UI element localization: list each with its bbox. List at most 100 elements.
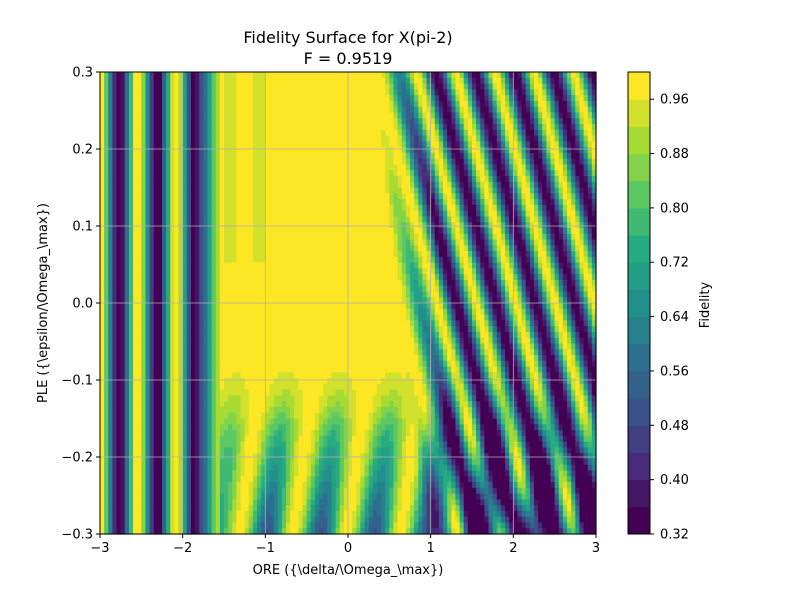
heatmap-cell <box>273 233 279 241</box>
heatmap-cell <box>298 349 304 356</box>
heatmap-cell <box>310 516 316 524</box>
heatmap-cell <box>335 95 341 102</box>
heatmap-cell <box>310 522 316 529</box>
heatmap-cell <box>236 152 242 160</box>
heatmap-cell <box>236 251 242 258</box>
heatmap-cell <box>104 256 109 264</box>
heatmap-cell <box>145 424 151 431</box>
heatmap-cell <box>319 303 324 310</box>
heatmap-cell <box>145 360 151 368</box>
heatmap-cell <box>215 447 221 454</box>
heatmap-cell <box>335 435 341 443</box>
heatmap-cell <box>269 401 275 408</box>
heatmap-cell <box>100 406 105 414</box>
heatmap-cell <box>277 331 283 339</box>
heatmap-cell <box>224 424 229 431</box>
heatmap-cell <box>348 291 353 298</box>
heatmap-cell <box>244 141 250 148</box>
heatmap-cell <box>137 77 142 85</box>
heatmap-cell <box>277 441 283 448</box>
heatmap-cell <box>124 199 130 206</box>
heatmap-cell <box>195 354 200 362</box>
heatmap-cell <box>178 268 184 275</box>
heatmap-cell <box>182 458 188 466</box>
heatmap-cell <box>174 181 180 189</box>
heatmap-cell <box>120 123 126 131</box>
heatmap-cell <box>319 499 324 506</box>
heatmap-cell <box>294 210 299 217</box>
heatmap-cell <box>248 354 254 362</box>
heatmap-cell <box>352 505 357 512</box>
heatmap-cell <box>335 227 341 235</box>
heatmap-cell <box>116 447 122 454</box>
heatmap-cell <box>170 493 175 500</box>
heatmap-cell <box>203 528 209 535</box>
heatmap-cell <box>104 77 109 85</box>
heatmap-cell <box>331 164 337 171</box>
heatmap-cell <box>339 493 345 500</box>
heatmap-cell <box>182 112 188 119</box>
heatmap-cell <box>323 297 328 304</box>
heatmap-cell <box>207 141 213 148</box>
heatmap-cell <box>128 175 134 183</box>
heatmap-cell <box>310 505 316 512</box>
heatmap-cell <box>302 522 308 529</box>
heatmap-cell <box>190 239 196 246</box>
heatmap-cell <box>182 268 188 275</box>
heatmap-cell <box>244 482 250 489</box>
heatmap-cell <box>298 401 304 408</box>
heatmap-cell <box>290 233 295 241</box>
heatmap-cell <box>219 308 225 316</box>
heatmap-cell <box>145 100 151 108</box>
heatmap-cell <box>240 135 246 142</box>
heatmap-cell <box>178 239 184 246</box>
heatmap-cell <box>356 95 361 102</box>
heatmap-cell <box>207 447 213 454</box>
heatmap-cell <box>265 222 271 229</box>
heatmap-cell <box>124 83 130 90</box>
heatmap-cell <box>327 297 333 304</box>
heatmap-cell <box>108 100 113 108</box>
heatmap-cell <box>331 141 337 148</box>
heatmap-cell <box>244 378 250 385</box>
heatmap-cell <box>298 447 304 454</box>
heatmap-cell <box>261 476 266 483</box>
heatmap-cell <box>112 493 118 500</box>
heatmap-cell <box>153 199 159 206</box>
heatmap-cell <box>174 297 180 304</box>
heatmap-cell <box>149 239 155 246</box>
heatmap-cell <box>352 360 357 368</box>
heatmap-cell <box>240 164 246 171</box>
heatmap-cell <box>116 505 122 512</box>
heatmap-cell <box>219 100 225 108</box>
heatmap-cell <box>244 308 250 316</box>
heatmap-cell <box>290 303 295 310</box>
heatmap-cell <box>199 158 204 166</box>
heatmap-cell <box>186 135 192 142</box>
heatmap-cell <box>236 216 242 223</box>
heatmap-cell <box>319 528 324 535</box>
heatmap-cell <box>240 493 246 500</box>
heatmap-cell <box>298 326 304 333</box>
heatmap-cell <box>174 152 180 160</box>
heatmap-cell <box>215 210 221 217</box>
heatmap-cell <box>286 141 291 148</box>
heatmap-cell <box>207 418 213 425</box>
heatmap-cell <box>290 297 295 304</box>
heatmap-cell <box>343 435 349 443</box>
heatmap-cell <box>244 72 250 79</box>
heatmap-cell <box>277 418 283 425</box>
heatmap-cell <box>306 320 312 327</box>
heatmap-cell <box>261 291 266 298</box>
heatmap-cell <box>228 175 233 183</box>
heatmap-cell <box>294 378 299 385</box>
heatmap-cell <box>273 152 279 160</box>
heatmap-cell <box>224 279 229 287</box>
heatmap-cell <box>170 77 175 85</box>
heatmap-cell <box>343 239 349 246</box>
heatmap-cell <box>310 118 316 125</box>
heatmap-cell <box>240 320 246 327</box>
heatmap-cell <box>352 112 357 119</box>
heatmap-cell <box>112 297 118 304</box>
heatmap-cell <box>157 441 163 448</box>
